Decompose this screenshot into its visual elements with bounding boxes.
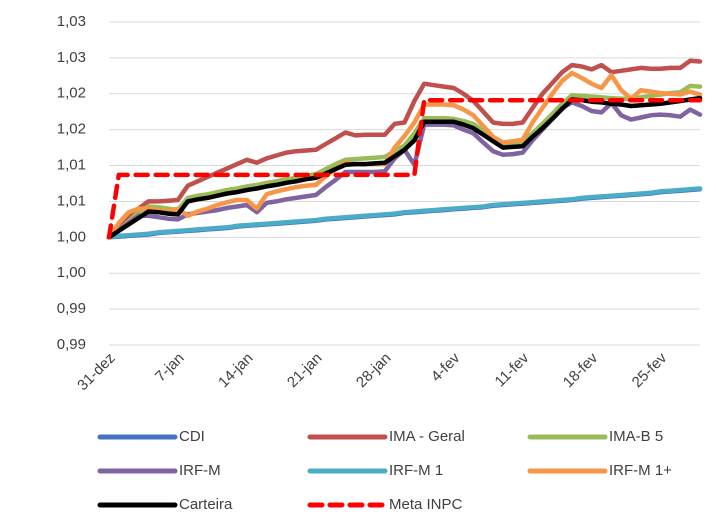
y-tick-label: 1,03 xyxy=(57,13,86,30)
y-tick-label: 1,01 xyxy=(57,192,86,209)
legend-label: IMA-B 5 xyxy=(609,428,663,445)
x-tick-label: 4-fev xyxy=(428,349,464,385)
legend-label: IRF-M xyxy=(179,462,221,479)
x-tick-label: 18-fev xyxy=(560,349,602,391)
legend-label: IRF-M 1 xyxy=(389,462,443,479)
x-tick-label: 14-jan xyxy=(215,350,257,392)
legend-label: Meta INPC xyxy=(389,496,463,513)
x-tick-label: 31-dez xyxy=(74,350,118,394)
y-tick-label: 1,02 xyxy=(57,121,86,138)
legend-label: Carteira xyxy=(179,496,233,513)
legend-label: IRF-M 1+ xyxy=(609,462,672,479)
series-line xyxy=(106,97,703,240)
legend: CDI IMA - Geral IMA-B 5 IRF-M IRF-M 1 IRF-M 1… xyxy=(97,428,672,513)
x-tick-label: 21-jan xyxy=(284,350,326,392)
x-tick-label: 25-fev xyxy=(629,349,671,391)
y-tick-label: 1,00 xyxy=(57,228,86,245)
grid xyxy=(109,21,700,346)
x-tick-label: 11-fev xyxy=(492,349,533,390)
x-tick-label: 7-jan xyxy=(152,350,188,386)
y-tick-label: 1,02 xyxy=(57,85,86,102)
y-tick-label: 1,01 xyxy=(57,157,86,174)
legend-label: IMA - Geral xyxy=(389,428,465,445)
y-tick-label: 1,03 xyxy=(57,49,86,66)
series-line xyxy=(106,70,703,240)
series-line xyxy=(106,83,703,240)
y-tick-label: 0,99 xyxy=(57,300,86,317)
series-line xyxy=(106,186,703,240)
legend-label: CDI xyxy=(179,428,205,445)
lines xyxy=(106,58,703,240)
x-tick-label: 28-jan xyxy=(353,350,395,392)
y-tick-label: 0,99 xyxy=(57,336,86,353)
y-tick-label: 1,00 xyxy=(57,264,86,281)
